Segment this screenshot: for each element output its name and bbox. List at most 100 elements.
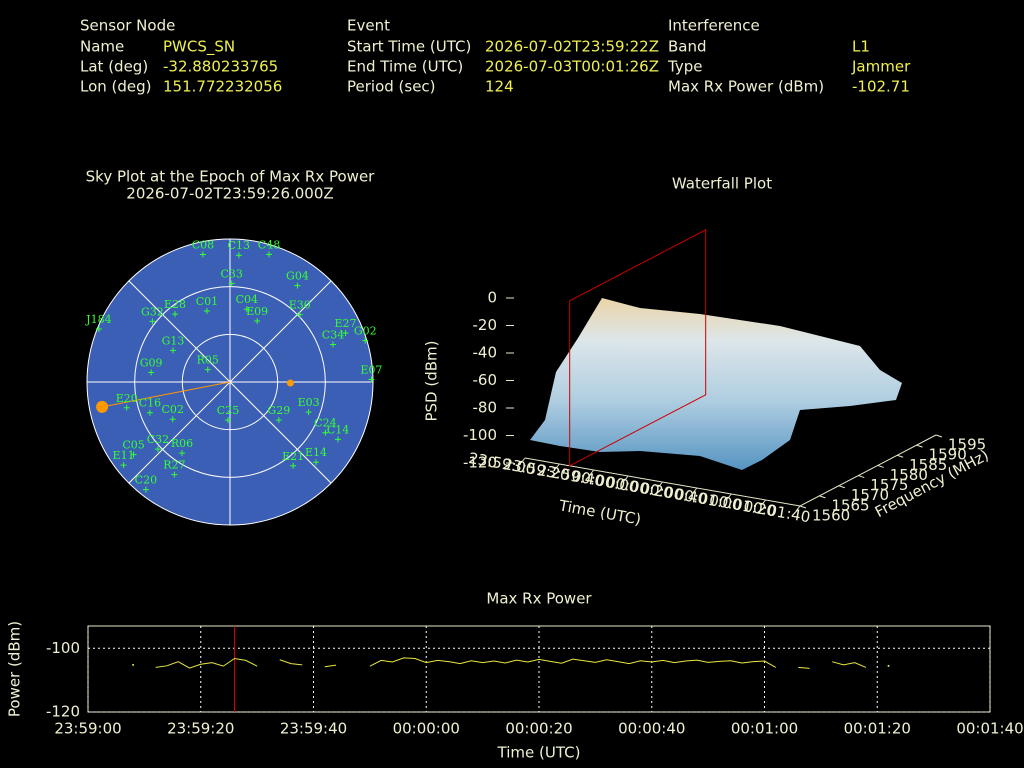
field-label: End Time (UTC) bbox=[347, 58, 463, 76]
y-tick bbox=[858, 475, 865, 479]
power-point bbox=[887, 664, 890, 667]
satellite bbox=[362, 337, 369, 344]
x-tick bbox=[658, 481, 663, 488]
x-tick bbox=[623, 475, 629, 482]
power-point bbox=[132, 663, 135, 666]
field-label: Lat (deg) bbox=[80, 58, 148, 76]
satellite bbox=[312, 459, 319, 466]
x-tick bbox=[795, 505, 801, 512]
field-value: 2026-07-02T23:59:22Z bbox=[485, 38, 659, 56]
satellite-label: C20 bbox=[135, 474, 157, 487]
azimuth-spoke bbox=[229, 381, 332, 484]
satellite-label: E21 bbox=[282, 450, 304, 463]
power-line bbox=[798, 666, 810, 669]
satellite bbox=[179, 450, 186, 457]
y-tick-label: 1590 bbox=[929, 446, 967, 464]
satellite-label: C16 bbox=[139, 397, 161, 410]
satellite-label: R05 bbox=[197, 354, 219, 367]
x-tick bbox=[692, 487, 698, 494]
field-value: 2026-07-03T00:01:26Z bbox=[485, 58, 659, 76]
satellite-label: G09 bbox=[140, 356, 163, 369]
power-line bbox=[155, 657, 258, 669]
field-value: 151.772232056 bbox=[163, 78, 282, 96]
satellite-label: C05 bbox=[122, 439, 144, 452]
chart-title: Waterfall Plot bbox=[672, 175, 772, 193]
power-chart: Max Rx Power 23:59:00 23:59:20 23:59:40 00:0… bbox=[6, 590, 1024, 762]
z-tick-label: -60 bbox=[473, 371, 498, 389]
y-tick bbox=[819, 495, 826, 499]
z-tick-label: -80 bbox=[473, 399, 498, 417]
satellite bbox=[305, 409, 312, 416]
satellite bbox=[296, 311, 303, 318]
x-tick bbox=[554, 463, 560, 470]
y-tick bbox=[896, 454, 904, 458]
satellite-label: C25 bbox=[217, 404, 239, 417]
z-tick-label: 0 bbox=[487, 289, 497, 307]
field-label: Start Time (UTC) bbox=[347, 38, 471, 56]
power-line bbox=[279, 659, 303, 666]
x-tick bbox=[589, 469, 595, 476]
field-label: Period (sec) bbox=[347, 78, 436, 96]
satellite bbox=[368, 376, 375, 383]
power-line bbox=[369, 657, 777, 668]
y-tick bbox=[935, 434, 943, 438]
azimuth-spoke bbox=[229, 280, 332, 383]
x-tick-label: 00:01:00 bbox=[731, 720, 798, 738]
satellite bbox=[204, 366, 211, 373]
satellite bbox=[266, 251, 273, 258]
field-value: 124 bbox=[485, 78, 514, 96]
field-label: Type bbox=[667, 58, 702, 76]
satellite bbox=[120, 462, 127, 469]
satellite-label: E30 bbox=[289, 299, 311, 312]
x-tick-label: 00:00:00 bbox=[393, 720, 460, 738]
y-tick-label: 1570 bbox=[851, 486, 889, 504]
satellite-label: C02 bbox=[161, 403, 183, 416]
emitter bbox=[286, 379, 294, 387]
satellite-label: C34 bbox=[322, 329, 344, 342]
satellite bbox=[290, 462, 297, 469]
chart-subtitle: 2026-07-02T23:59:26.000Z bbox=[126, 185, 333, 203]
satellite bbox=[228, 280, 235, 287]
satellite-label: C14 bbox=[327, 423, 349, 436]
satellite-label: C24 bbox=[314, 417, 336, 430]
satellite-label: C01 bbox=[196, 295, 218, 308]
section-title: Event bbox=[347, 17, 390, 35]
x-axis-title: Time (UTC) bbox=[497, 744, 581, 762]
satellite bbox=[171, 471, 178, 478]
x-tick-label: 23:59:40 bbox=[280, 720, 347, 738]
section-title: Interference bbox=[668, 17, 760, 35]
satellite bbox=[172, 311, 179, 318]
field-value: L1 bbox=[852, 38, 870, 56]
y-tick-label: 1595 bbox=[948, 436, 986, 454]
satellite bbox=[170, 347, 177, 354]
y-tick bbox=[916, 444, 923, 448]
y-tick-label: 1575 bbox=[870, 476, 908, 494]
azimuth-spoke bbox=[128, 280, 231, 383]
sky-plot: Sky Plot at the Epoch of Max Rx Power202… bbox=[85, 168, 382, 526]
satellite bbox=[149, 318, 156, 325]
satellite bbox=[169, 416, 176, 423]
satellite bbox=[146, 409, 153, 416]
satellite-label: G32 bbox=[141, 305, 164, 318]
satellite-label: G13 bbox=[162, 334, 185, 347]
satellite bbox=[275, 417, 282, 424]
x-tick bbox=[761, 499, 767, 506]
satellite-label: R27 bbox=[163, 459, 185, 472]
satellite bbox=[330, 341, 337, 348]
section-title: Sensor Node bbox=[80, 17, 175, 35]
satellite bbox=[322, 429, 329, 436]
satellite bbox=[148, 369, 155, 376]
azimuth-spoke bbox=[128, 381, 231, 484]
satellite bbox=[335, 436, 342, 443]
emitter-bearing bbox=[102, 381, 231, 408]
y-axis-title: Power (dBm) bbox=[6, 621, 24, 717]
field-label: Band bbox=[668, 38, 707, 56]
satellite bbox=[243, 306, 250, 313]
satellite bbox=[95, 326, 102, 333]
satellite-label: C08 bbox=[192, 239, 214, 252]
z-tick-label: -100 bbox=[463, 426, 497, 444]
chart-title: Max Rx Power bbox=[486, 590, 592, 608]
psd-surface bbox=[530, 298, 902, 470]
